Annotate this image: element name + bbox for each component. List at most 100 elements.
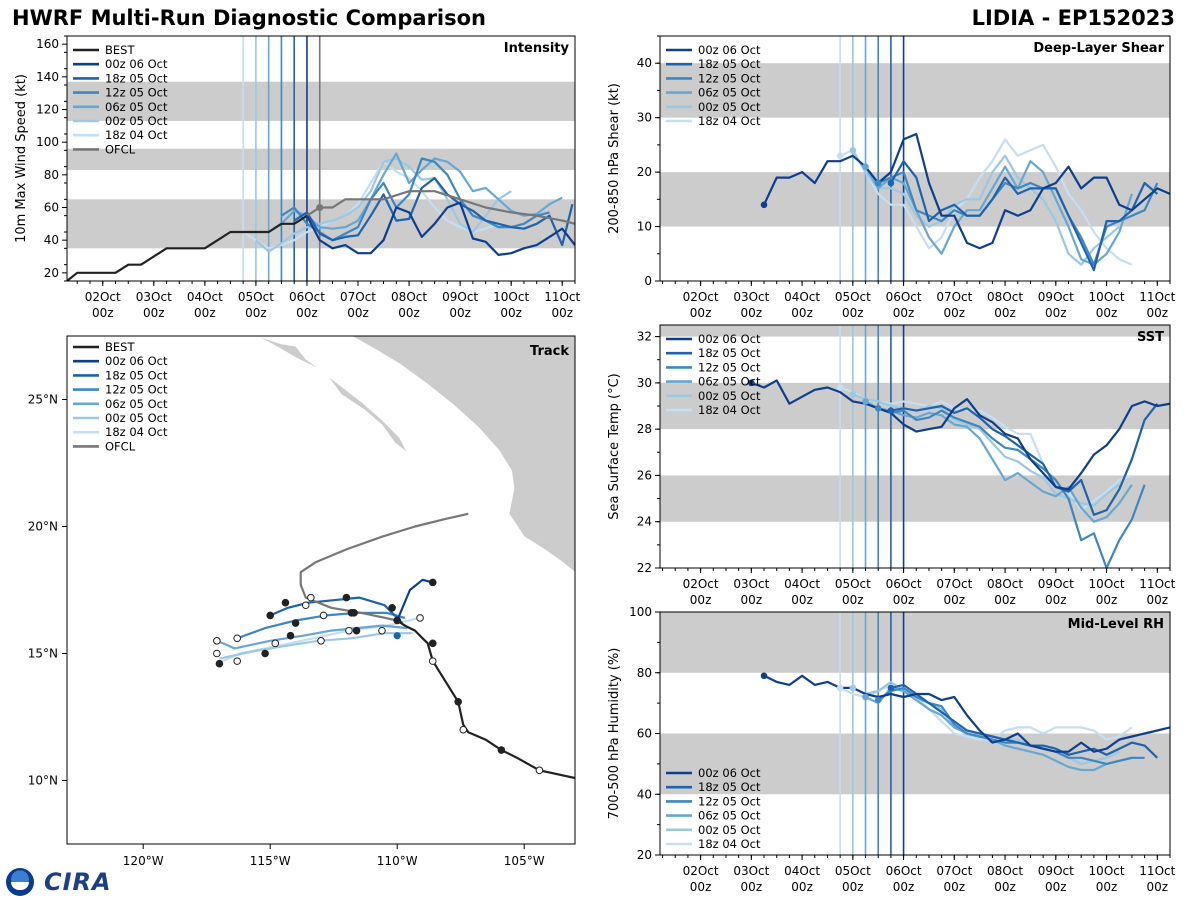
x-tick-label: 09Oct [442,290,478,304]
x-tick-label: 00z [1096,593,1118,607]
shaded-band [660,325,1170,337]
legend-label: 18z 05 Oct [698,780,761,794]
y-tick-label: 26 [637,468,652,482]
y-tick-label: 20 [44,266,59,280]
legend-label: 12z 05 Oct [698,360,761,374]
panel-title: Mid-Level RH [1068,617,1164,632]
x-tick-label: 06Oct [886,864,922,878]
run-start-marker [862,693,869,701]
legend-label: 18z 04 Oct [698,837,761,851]
track-marker [428,639,437,648]
run-start-marker [836,384,844,391]
y-tick-label: 30 [637,376,652,390]
series-06z-05-oct [864,160,1133,266]
series-18z-05-oct [889,160,1159,272]
x-tick-label: 11Oct [1139,864,1175,878]
legend-label: 00z 05 Oct [698,100,761,114]
x-tick-label: 09Oct [1038,577,1074,591]
x-tick-label: 02Oct [683,577,719,591]
run-start-marker [874,405,882,412]
track-marker [454,697,462,706]
y-tick-label: 30 [637,111,652,125]
legend-label: 00z 06 Oct [698,332,761,346]
axes-frame [659,35,1171,282]
x-tick-label: 02Oct [683,864,719,878]
run-start-marker [836,684,844,692]
y-axis-label: 10m Max Wind Speed (kt) [14,74,29,243]
lat-tick-label: 20°N [28,520,58,534]
track-marker [497,746,506,754]
legend-label: 18z 05 Oct [698,346,761,360]
x-tick-label: 00z [551,306,573,320]
track-marker [233,657,241,665]
x-tick-label: 05Oct [835,290,871,304]
y-tick-label: 40 [637,56,652,70]
cira-logo-text: CIRA [44,868,112,896]
x-tick-label: 00z [893,306,915,320]
legend-label: OFCL [105,439,136,453]
x-tick-label: 11Oct [544,290,580,304]
x-tick-label: 02Oct [683,290,719,304]
y-axis-label: 700-500 hPa Humidity (%) [607,648,622,820]
track-marker [345,626,353,635]
track-marker [266,611,275,620]
x-tick-label: 00z [347,306,369,320]
axes-frame [659,324,1171,569]
y-tick-label: 40 [637,787,652,801]
x-tick-label: 00z [690,593,712,607]
track-marker [233,634,241,643]
x-tick-label: 09Oct [1038,290,1074,304]
x-tick-label: 00z [1096,306,1118,320]
track-marker [393,616,402,625]
y-tick-label: 80 [44,168,59,182]
run-start-marker [887,684,895,692]
track-marker [281,598,290,607]
x-tick-label: 00z [741,880,763,894]
track-marker [352,626,361,635]
x-tick-label: 00z [1045,306,1067,320]
y-tick-label: 100 [629,605,652,619]
x-tick-label: 06Oct [886,290,922,304]
x-tick-label: 00z [1096,880,1118,894]
x-tick-label: 00z [893,593,915,607]
legend-label: 18z 05 Oct [105,71,168,85]
x-tick-label: 00z [1045,593,1067,607]
panel-title: SST [1137,330,1164,345]
shaded-band [660,172,1170,227]
x-tick-label: 05Oct [835,864,871,878]
x-tick-label: 08Oct [391,290,427,304]
track-marker [378,626,386,635]
x-tick-label: 00z [398,306,420,320]
x-tick-label: 00z [994,880,1016,894]
plot-area [660,325,1170,568]
legend-label: 12z 05 Oct [698,71,761,85]
legend-label: 18z 04 Oct [698,114,761,128]
track-marker [213,637,221,645]
track-marker [271,639,280,648]
x-tick-label: 04Oct [784,864,820,878]
run-start-marker [862,398,869,405]
x-tick-label: 03Oct [733,577,769,591]
x-tick-label: 10Oct [1089,864,1125,878]
legend-label: BEST [105,43,135,57]
x-tick-label: 00z [92,306,114,320]
legend-label: BEST [105,340,135,354]
track-marker [459,725,468,734]
land-baja-california [257,336,408,454]
legend-label: 00z 06 Oct [105,57,168,71]
legend-label: 12z 05 Oct [105,86,168,100]
series-00z-05-oct [851,149,1121,266]
run-start-marker [862,163,869,170]
lon-tick-label: 120°W [123,854,164,868]
y-tick-label: 80 [637,666,652,680]
y-tick-label: 60 [44,201,59,215]
x-tick-label: 10Oct [1089,290,1125,304]
ofcl-start-marker [316,204,324,211]
x-tick-label: 00z [296,306,318,320]
x-tick-label: 03Oct [733,864,769,878]
legend-label: 06z 05 Oct [698,375,761,389]
track-06z-05-oct [216,624,408,650]
